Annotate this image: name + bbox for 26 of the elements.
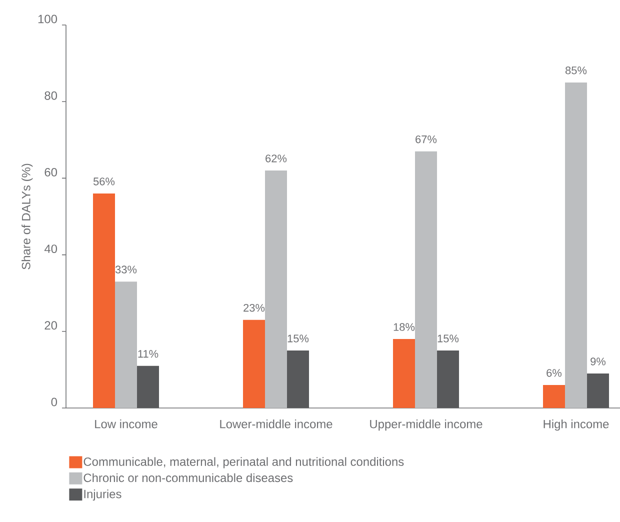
data-label: 6% [546, 369, 562, 377]
data-label: 56% [93, 178, 115, 186]
x-tick-label: Lower-middle income [220, 420, 332, 428]
data-label: 15% [438, 334, 459, 342]
data-label: 15% [288, 334, 309, 342]
y-axis-title: Share of DALYs (%) [22, 164, 33, 270]
legend-label: Injuries [84, 489, 122, 501]
x-tick-label: Low income [95, 420, 158, 428]
y-tick-label: 100 [38, 14, 58, 24]
data-label: 18% [394, 323, 415, 331]
legend-label: Communicable, maternal, perinatal and nutritional conditions [84, 457, 404, 468]
y-tick-label: 40 [44, 244, 58, 254]
data-label: 33% [115, 266, 137, 274]
data-label: 23% [244, 304, 265, 312]
y-tick-label: 60 [44, 168, 58, 176]
y-tick-label: 0 [51, 398, 58, 406]
data-label: 67% [416, 135, 437, 144]
x-tick-label: Upper-middle income [370, 420, 482, 431]
y-tick-label: 20 [44, 321, 58, 330]
x-tick-label: High income [544, 420, 609, 431]
legend-label: Chronic or non-communicable diseases [84, 473, 293, 482]
data-label: 85% [566, 66, 587, 74]
y-tick-label: 80 [44, 91, 58, 100]
data-label: 11% [138, 350, 158, 358]
data-label: 9% [590, 358, 606, 366]
data-label: 62% [266, 154, 287, 162]
